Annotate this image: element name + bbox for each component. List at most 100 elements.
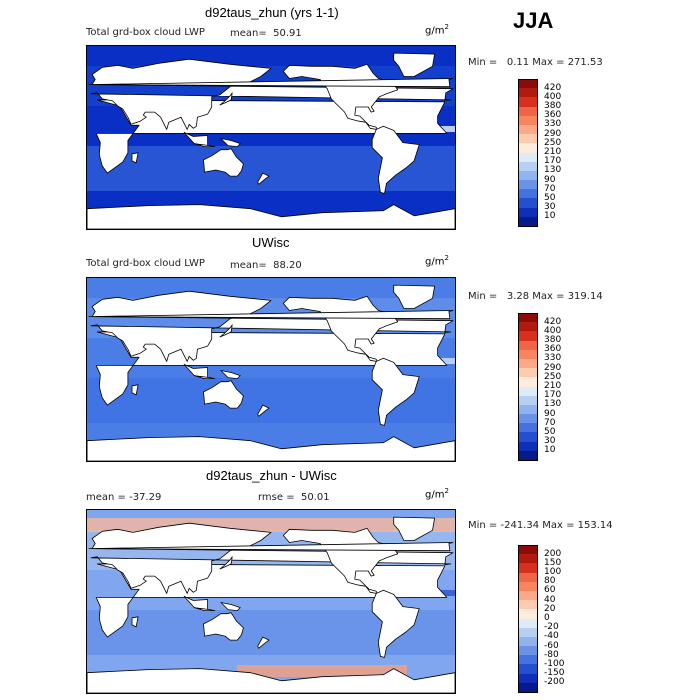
colorbar-tick-label: -150 bbox=[544, 668, 565, 679]
land-greenland bbox=[393, 52, 436, 77]
colorbar-swatch bbox=[518, 79, 538, 89]
positive-anomaly-band bbox=[237, 665, 407, 677]
panel-1-units: g/m2 bbox=[425, 23, 449, 37]
land-eurasia bbox=[90, 58, 454, 130]
colorbar-tick-label: 290 bbox=[544, 128, 562, 139]
panel-1-title: d92taus_zhun (yrs 1-1) bbox=[205, 5, 339, 20]
colorbar-swatch bbox=[518, 313, 538, 323]
land-uk bbox=[88, 310, 454, 320]
colorbar-swatch bbox=[518, 152, 538, 163]
colorbar-swatch bbox=[518, 395, 538, 406]
colorbar-tick-label: -20 bbox=[544, 622, 559, 633]
colorbar-tick-label: 70 bbox=[544, 183, 556, 194]
colorbar-swatch bbox=[518, 124, 538, 135]
panel-3-map bbox=[86, 509, 456, 694]
colorbar-tick-label: 0 bbox=[544, 613, 550, 623]
colorbar-tick-label: 420 bbox=[544, 82, 562, 93]
colorbar-tick-label: -200 bbox=[544, 677, 565, 688]
colorbar-swatch bbox=[518, 636, 538, 647]
panel-2-units: g/m2 bbox=[425, 254, 449, 268]
season-label: JJA bbox=[513, 8, 554, 33]
colorbar-tick-label: 420 bbox=[544, 316, 562, 327]
land-antarctica bbox=[87, 436, 455, 461]
colorbar-tick-label: 330 bbox=[544, 353, 562, 364]
colorbar-swatch bbox=[518, 609, 538, 619]
colorbar-tick-label: 380 bbox=[544, 335, 562, 346]
colorbar-tick-label: -100 bbox=[544, 658, 565, 669]
colorbar-swatch bbox=[518, 414, 538, 424]
panel-3-units: g/m2 bbox=[425, 487, 449, 501]
panel-2-title: UWisc bbox=[252, 235, 290, 250]
land-newzealand bbox=[257, 404, 270, 417]
land-eurasia bbox=[90, 290, 454, 362]
land-japan bbox=[219, 92, 233, 106]
land-newguinea bbox=[220, 602, 241, 611]
panel-3-title: d92taus_zhun - UWisc bbox=[206, 468, 337, 483]
colorbar-swatch bbox=[518, 664, 538, 675]
colorbar-swatch bbox=[518, 143, 538, 153]
colorbar-swatch bbox=[518, 682, 538, 693]
land-uk bbox=[88, 78, 454, 88]
land-southamerica bbox=[371, 357, 420, 426]
land-greenland bbox=[393, 516, 436, 541]
colorbar-tick-label: 400 bbox=[544, 325, 562, 336]
land-antarctica bbox=[87, 204, 455, 229]
colorbar-tick-label: 360 bbox=[544, 110, 562, 121]
colorbar-swatch bbox=[518, 161, 538, 172]
colorbar-tick-label: 170 bbox=[544, 156, 562, 167]
panel-3-rmse: rmse = 50.01 bbox=[258, 492, 330, 503]
panel-3-minmax: Min = -241.34 Max = 153.14 bbox=[468, 520, 613, 531]
colorbar-tick-label: 80 bbox=[544, 576, 556, 587]
colorbar-swatch bbox=[518, 386, 538, 397]
panel-2-colorbar: 420 400 380 360 330 290 250 210 170 130 90 70 50 30 10 bbox=[518, 313, 578, 461]
panel-1-subtitle: Total grd-box cloud LWP bbox=[86, 27, 205, 38]
land-japan bbox=[219, 324, 233, 338]
colorbar-tick-label: 90 bbox=[544, 174, 556, 185]
colorbar-tick-label: 100 bbox=[544, 567, 562, 578]
colorbar-tick-label: 170 bbox=[544, 390, 562, 401]
colorbar-swatch bbox=[518, 207, 538, 218]
land-madagascar bbox=[131, 616, 139, 628]
colorbar-swatch bbox=[518, 600, 538, 610]
panel-3-mean: mean = -37.29 bbox=[86, 492, 162, 503]
colorbar-swatch bbox=[518, 189, 538, 199]
colorbar-swatch bbox=[518, 198, 538, 209]
land-antarctica bbox=[87, 668, 455, 693]
colorbar-swatch bbox=[518, 97, 538, 108]
colorbar-tick-label: 360 bbox=[544, 344, 562, 355]
land-newguinea bbox=[220, 370, 241, 379]
colorbar-tick-label: 380 bbox=[544, 101, 562, 112]
land-australia bbox=[203, 148, 244, 177]
colorbar-swatch bbox=[518, 590, 538, 601]
colorbar-tick-label: 210 bbox=[544, 381, 562, 391]
land-indonesia bbox=[193, 143, 216, 147]
colorbar-swatch bbox=[518, 331, 538, 342]
colorbar-tick-label: 210 bbox=[544, 147, 562, 157]
colorbar-tick-label: 130 bbox=[544, 399, 562, 410]
colorbar-swatch bbox=[518, 423, 538, 433]
land-uk bbox=[88, 542, 454, 552]
colorbar-swatch bbox=[518, 349, 538, 360]
colorbar-tick-label: 20 bbox=[544, 603, 556, 614]
colorbar-swatch bbox=[518, 322, 538, 332]
land-madagascar bbox=[131, 384, 139, 396]
panel-3-colorbar: 200 150 100 80 60 40 20 0 -20 -40 -60 -80 -100 -150 -2… bbox=[518, 545, 578, 693]
colorbar-tick-label: 130 bbox=[544, 165, 562, 176]
colorbar-swatch bbox=[518, 627, 538, 638]
colorbar-tick-label: 30 bbox=[544, 202, 556, 213]
panel-1-minmax: Min = 0.11 Max = 271.53 bbox=[468, 57, 603, 68]
colorbar-tick-label: 70 bbox=[544, 417, 556, 428]
colorbar-tick-label: 330 bbox=[544, 119, 562, 130]
colorbar-swatch bbox=[518, 134, 538, 144]
colorbar-swatch bbox=[518, 404, 538, 415]
colorbar-swatch bbox=[518, 572, 538, 583]
land-newzealand bbox=[257, 636, 270, 649]
colorbar-swatch bbox=[518, 554, 538, 564]
colorbar-tick-label: -40 bbox=[544, 631, 559, 642]
colorbar-swatch bbox=[518, 340, 538, 351]
land-japan bbox=[219, 556, 233, 570]
colorbar-swatch bbox=[518, 441, 538, 452]
colorbar-swatch bbox=[518, 563, 538, 574]
colorbar-tick-label: 30 bbox=[544, 436, 556, 447]
land-australia bbox=[203, 612, 244, 641]
